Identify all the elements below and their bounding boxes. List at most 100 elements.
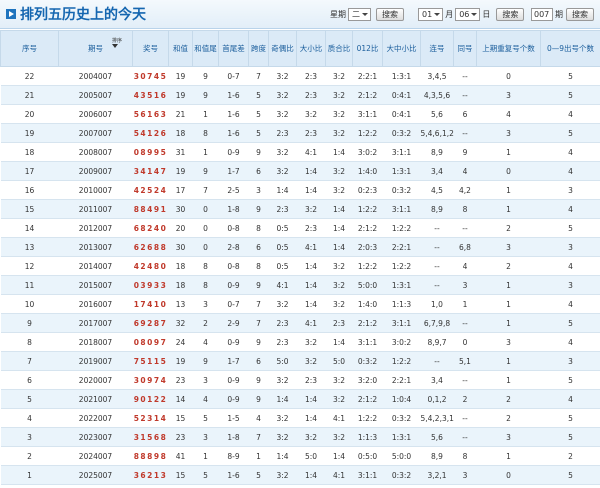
cell-text: 31 [175, 147, 186, 157]
cell-text: 16 [24, 185, 35, 195]
cell-text: 4 [568, 166, 573, 176]
cell-text: 1:4 [304, 470, 318, 480]
column-header[interactable]: 期号 排序 [58, 30, 133, 67]
cell-text: 3:0:2 [391, 337, 412, 347]
table-cell: 2025007 [58, 465, 133, 485]
cell-text: 3 [256, 185, 261, 195]
table-cell: 2020007 [58, 370, 133, 390]
header-row: 序号 期号 排序 奖号 和值 和值尾 首尾差 跨度 奇偶比 大小比 质合比 012比 大中小比 连号 同号上… [0, 30, 600, 67]
table-row: 2 2024007 88898 41 1 8-9 1 1:4 5:0 1:4 0:5:0 5:0:0 8… [0, 446, 600, 466]
column-title: 和值尾 [194, 44, 217, 53]
cell-text: 2:3 [276, 318, 289, 328]
table-cell: 1-7 [218, 351, 249, 371]
cell-text: 2 [27, 451, 32, 461]
cell-text: 4,2 [459, 185, 471, 195]
cell-text: 8 [256, 223, 261, 233]
cell-text: -- [434, 280, 440, 290]
cell-text: 0-9 [227, 337, 240, 347]
column-title: 0—9出号个数 [546, 44, 595, 53]
cell-text: 21 [24, 90, 35, 100]
cell-text: 0-8 [227, 261, 240, 271]
cell-text: 2005007 [78, 90, 113, 100]
table-cell: 3:2 [268, 85, 297, 105]
cell-text: 4 [462, 261, 468, 271]
sort-label[interactable]: 排序 [111, 38, 122, 44]
table-cell: 2022007 [58, 408, 133, 428]
table-cell: 5 [192, 465, 219, 485]
cell-text: 9 [462, 147, 468, 157]
table-cell: 21 [168, 104, 193, 124]
cell-text: 3:2 [276, 375, 289, 385]
table-cell: 0:3:2 [352, 351, 383, 371]
table-cell: 2023007 [58, 427, 133, 447]
weekday-select[interactable]: 二 [348, 8, 371, 21]
table-row: 8 2018007 08097 24 4 0-9 9 2:3 3:2 1:4 3:1:1 3:0:2 8… [0, 332, 600, 352]
table-cell: 1 [0, 465, 59, 485]
table-cell: 0:3:2 [382, 465, 421, 485]
cell-text: 1:2:2 [391, 261, 412, 271]
table-cell: 14 [168, 389, 193, 409]
day-select[interactable]: 06 [455, 8, 481, 21]
table-cell: 3:2 [325, 370, 353, 390]
issue-input[interactable]: 007 [531, 8, 553, 21]
table-cell: 1:2:2 [352, 123, 383, 143]
table-cell: 20 [168, 218, 193, 238]
table-cell: 6 [248, 161, 269, 181]
cell-text: 18 [175, 261, 186, 271]
cell-text: 1:4 [276, 394, 289, 404]
table-cell: 3:2 [268, 427, 297, 447]
cell-text: 5,4,2,3,1 [420, 413, 454, 423]
cell-text: 19 [175, 356, 186, 366]
cell-text: 15 [175, 470, 186, 480]
cell-text: 14 [24, 223, 35, 233]
column-title: 同号 [457, 44, 473, 53]
search-button[interactable]: 搜索 [496, 8, 525, 21]
cell-text: 2-5 [227, 185, 240, 195]
table-cell: 1-6 [218, 104, 249, 124]
cell-text: 1-6 [227, 90, 240, 100]
table-cell: 1 [476, 294, 541, 314]
table-cell: 1-6 [218, 85, 249, 105]
cell-text: 8 [203, 261, 208, 271]
cell-text: 2:3 [304, 375, 318, 385]
cell-text: 1-6 [227, 470, 240, 480]
table-cell: 2011007 [58, 199, 133, 219]
table-cell: 8 [248, 218, 269, 238]
cell-text: 1-7 [227, 166, 240, 176]
table-cell: 4:1 [296, 313, 326, 333]
column-title: 期号 [88, 44, 103, 53]
cell-text: 2023007 [78, 432, 113, 442]
day-label: 日 [482, 10, 491, 19]
sort-arrow[interactable] [112, 44, 118, 48]
search-button[interactable]: 搜索 [566, 8, 594, 21]
cell-text: 2 [506, 413, 511, 423]
cell-text: 1:4 [304, 413, 318, 423]
table-cell: 8,9 [420, 199, 454, 219]
table-cell: 6 [453, 104, 477, 124]
cell-text: 0:5 [276, 223, 289, 233]
cell-text: 6 [462, 109, 468, 119]
cell-text: 1 [203, 147, 208, 157]
month-select[interactable]: 01 [418, 8, 444, 21]
table-cell: 3:2 [325, 275, 353, 295]
search-button[interactable]: 搜索 [376, 8, 404, 21]
cell-text: 1:4 [304, 261, 318, 271]
table-cell: 2:3 [296, 370, 326, 390]
cell-text: 3:2 [276, 299, 289, 309]
table-cell: 24 [168, 332, 193, 352]
table-cell: 30 [168, 199, 193, 219]
cell-text: 8 [462, 204, 468, 214]
table-cell: 2:2:1 [382, 237, 421, 257]
table-cell: 0-9 [218, 142, 249, 162]
table-cell: 1:2:2 [382, 351, 421, 371]
table-cell: 1:4 [325, 237, 353, 257]
table-cell: 1,0 [420, 294, 454, 314]
table-cell: 3:2 [325, 256, 353, 276]
cell-text: 20 [24, 109, 35, 119]
table-cell: 4 [540, 199, 600, 219]
cell-text: 1 [506, 185, 511, 195]
cell-text: 5 [256, 128, 261, 138]
table-cell: -- [453, 85, 477, 105]
table-cell: 1:4 [268, 389, 297, 409]
table-row: 6 2020007 30974 23 3 0-9 9 3:2 2:3 3:2 3:2:0 2:2:1 3… [0, 370, 600, 390]
